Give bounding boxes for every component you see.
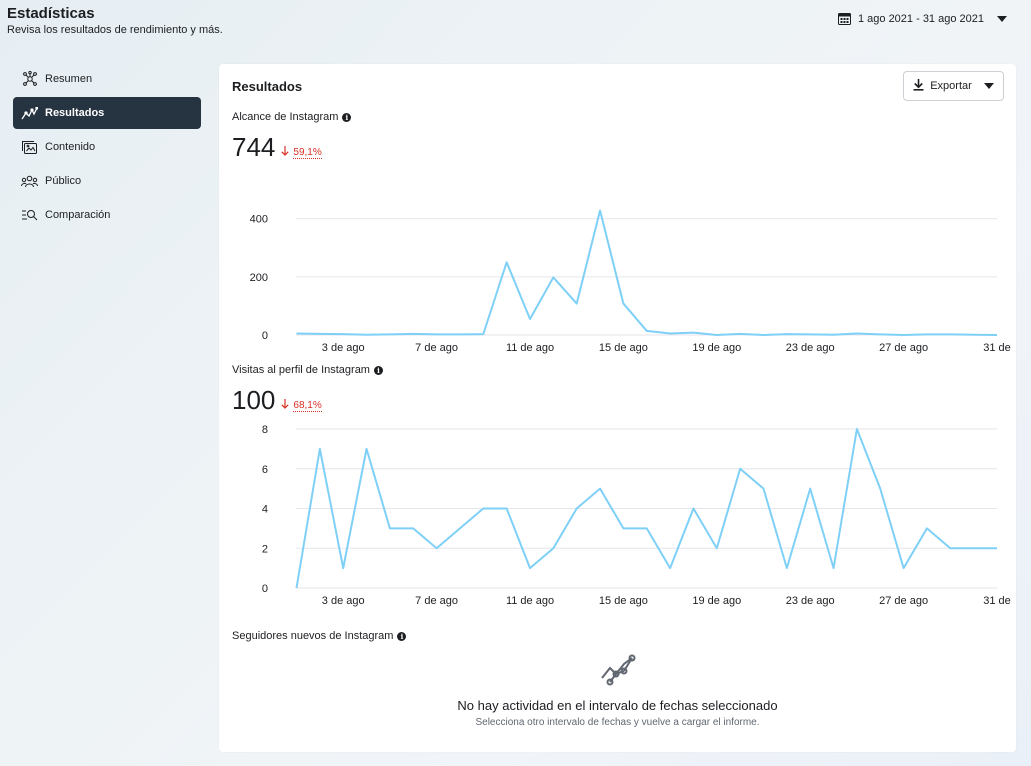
y-tick-label: 200 (250, 272, 268, 284)
overview-icon (21, 71, 38, 88)
sidebar-item-label: Resumen (45, 73, 93, 85)
sidebar-item-contenido[interactable]: Contenido (13, 131, 201, 163)
page-subtitle: Revisa los resultados de rendimiento y m… (7, 24, 223, 36)
y-tick-label: 0 (262, 330, 268, 342)
chevron-down-icon (983, 80, 994, 92)
chevron-down-icon (997, 15, 1007, 22)
sidebar-item-label: Comparación (45, 209, 111, 221)
date-range-label: 1 ago 2021 - 31 ago 2021 (857, 12, 984, 25)
x-tick-label: 15 de ago (599, 595, 648, 607)
x-tick-label: 15 de ago (599, 342, 648, 354)
calendar-icon (837, 12, 851, 25)
metric-label-text: Seguidores nuevos de Instagram (232, 630, 394, 642)
content-icon (21, 139, 38, 156)
metric-label-reach: Alcance de Instagram i (232, 111, 352, 123)
y-tick-label: 6 (262, 464, 268, 476)
x-tick-label: 7 de ago (415, 342, 458, 354)
info-icon[interactable]: i (397, 631, 407, 641)
empty-state-subtitle: Selecciona otro intervalo de fechas y vu… (475, 717, 760, 728)
metric-change: 68,1% (281, 399, 322, 412)
profile-visits-chart: 0 2 4 6 8 3 de ago 7 de ago 11 de ago 15 de ago 1… (262, 424, 1011, 607)
x-tick-label: 31 de (983, 342, 1011, 354)
metric-label-text: Visitas al perfil de Instagram (232, 364, 370, 376)
y-tick-label: 400 (250, 214, 268, 226)
trend-icon (21, 105, 38, 122)
x-tick-label: 23 de ago (786, 342, 835, 354)
metric-label-profile-visits: Visitas al perfil de Instagram i (232, 364, 383, 376)
info-icon[interactable]: i (342, 112, 352, 122)
y-tick-label: 0 (262, 583, 268, 595)
arrow-down-icon (281, 146, 290, 159)
sidebar-item-label: Resultados (45, 107, 105, 119)
x-tick-label: 11 de ago (506, 342, 554, 354)
date-range-picker[interactable]: 1 ago 2021 - 31 ago 2021 (837, 12, 1007, 25)
metric-label-new-followers: Seguidores nuevos de Instagram i (232, 630, 407, 642)
empty-state-title: No hay actividad en el intervalo de fech… (457, 698, 778, 713)
x-tick-label: 23 de ago (786, 595, 835, 607)
x-tick-label: 19 de ago (692, 342, 741, 354)
results-card: Resultados Exportar Alcance de Instagram… (219, 64, 1016, 752)
x-tick-label: 31 de (983, 595, 1011, 607)
y-tick-label: 4 (262, 504, 268, 516)
x-tick-label: 3 de ago (322, 595, 365, 607)
export-button[interactable]: Exportar (903, 71, 1004, 101)
metric-value-reach: 744 59,1% (232, 132, 322, 163)
sidebar-item-publico[interactable]: Público (13, 165, 201, 197)
x-tick-label: 7 de ago (415, 595, 458, 607)
audience-icon (21, 173, 38, 190)
reach-chart: 0 200 400 3 de ago 7 de ago 11 de ago 15 de ag… (250, 209, 1011, 354)
empty-chart-icon (219, 654, 1016, 691)
download-icon (913, 78, 924, 94)
compare-icon (21, 207, 38, 224)
series-line (295, 428, 997, 589)
metric-value-profile-visits: 100 68,1% (232, 385, 322, 416)
arrow-down-icon (281, 399, 290, 412)
sidebar-item-label: Contenido (45, 141, 96, 153)
page-title: Estadísticas (7, 5, 95, 22)
sidebar-item-resultados[interactable]: Resultados (13, 97, 201, 129)
metric-change: 59,1% (281, 146, 322, 159)
x-tick-label: 11 de ago (506, 595, 554, 607)
sidebar-item-resumen[interactable]: Resumen (13, 63, 201, 95)
series-line (296, 209, 998, 336)
metric-change-value: 68,1% (293, 399, 322, 412)
metric-label-text: Alcance de Instagram (232, 111, 339, 123)
sidebar-item-comparacion[interactable]: Comparación (13, 199, 201, 231)
x-tick-label: 27 de ago (879, 342, 928, 354)
metric-change-value: 59,1% (293, 146, 322, 159)
sidebar-item-label: Público (45, 175, 82, 187)
x-tick-label: 27 de ago (879, 595, 928, 607)
metric-value-text: 744 (232, 132, 276, 162)
info-icon[interactable]: i (373, 365, 383, 375)
y-tick-label: 2 (262, 543, 268, 555)
x-tick-label: 19 de ago (692, 595, 741, 607)
y-tick-label: 8 (262, 424, 268, 436)
sidebar-nav: Resumen Resultados Contenido Público Com… (13, 63, 201, 233)
x-tick-label: 3 de ago (322, 342, 365, 354)
empty-state: No hay actividad en el intervalo de fech… (219, 654, 1016, 728)
export-label: Exportar (930, 80, 972, 92)
metric-value-text: 100 (232, 385, 276, 415)
card-title: Resultados (232, 79, 303, 94)
